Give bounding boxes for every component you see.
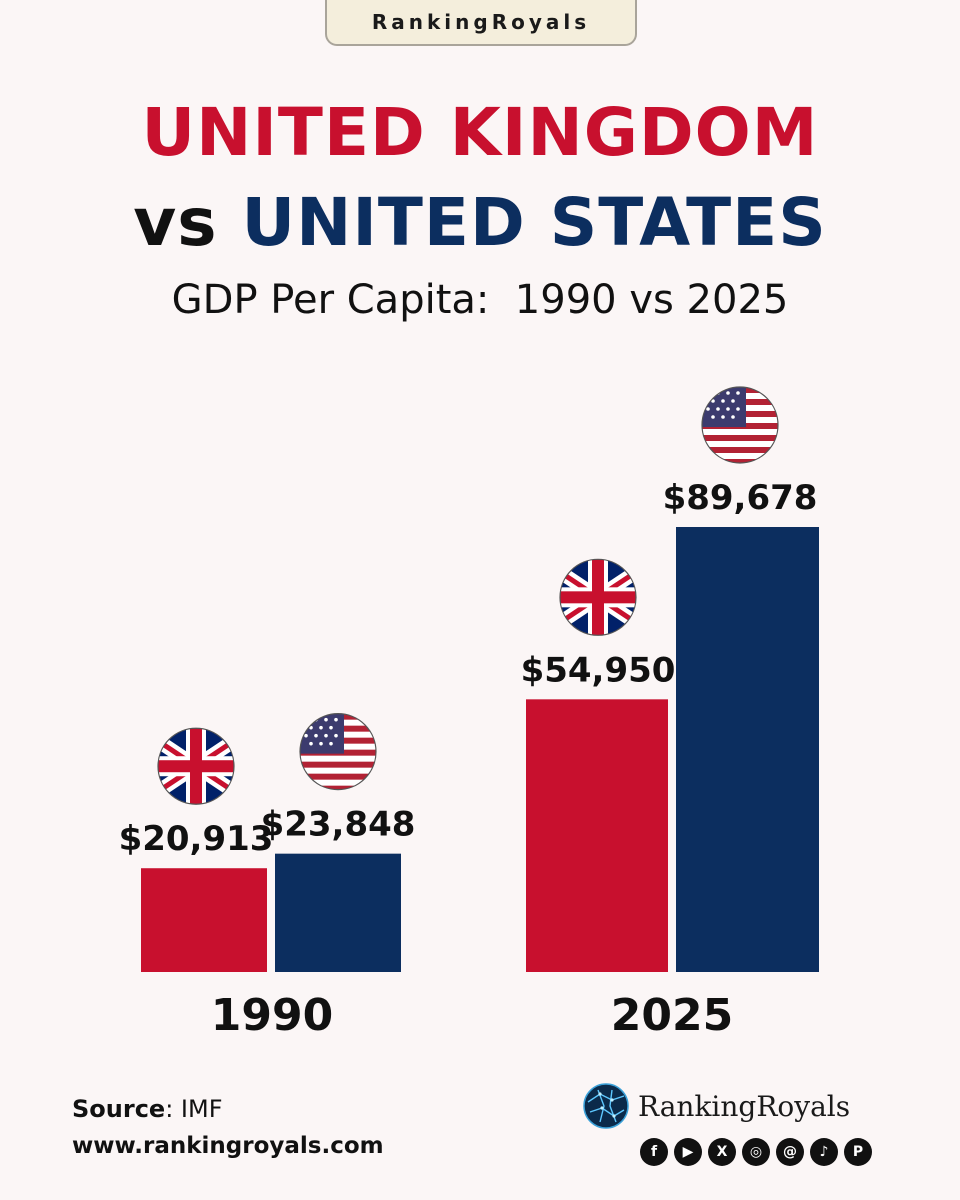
tiktok-icon[interactable]: ♪ — [810, 1138, 838, 1166]
pinterest-icon[interactable]: P — [844, 1138, 872, 1166]
bar-us-2025 — [676, 527, 819, 972]
bar-chart: $20,913$23,848 1990 $54,950 $89,678 2025 — [119, 0, 819, 1041]
data-label-us-1990: $23,848 — [261, 805, 416, 845]
source-note: Source: IMF — [72, 1095, 223, 1123]
us-flag-icon — [700, 385, 780, 465]
data-label-uk-2025: $54,950 — [521, 650, 676, 690]
data-label-uk-1990: $20,913 — [119, 819, 274, 859]
title-country-2: UNITED STATES — [241, 184, 827, 261]
youtube-icon[interactable]: ▶ — [674, 1138, 702, 1166]
title-country-1: UNITED KINGDOM — [141, 94, 819, 171]
title-line-2: vs UNITED STATES — [0, 190, 960, 256]
brand-label: RankingRoyals — [371, 10, 591, 34]
x-tick-1990: 1990 — [211, 990, 333, 1041]
brand-badge: RankingRoyals — [325, 0, 637, 46]
bar-us-1990 — [275, 853, 401, 972]
bar-uk-1990 — [141, 868, 267, 972]
bar-uk-2025 — [526, 699, 668, 972]
x-icon[interactable]: X — [708, 1138, 736, 1166]
source-value: IMF — [180, 1095, 223, 1123]
uk-flag-icon — [136, 726, 256, 806]
data-label-us-2025: $89,678 — [663, 478, 818, 518]
brand-logo: RankingRoyals — [582, 1082, 850, 1130]
social-links: f ▶ X ◎ @ ♪ P — [640, 1138, 872, 1166]
x-tick-2025: 2025 — [611, 990, 733, 1041]
instagram-icon[interactable]: ◎ — [742, 1138, 770, 1166]
facebook-icon[interactable]: f — [640, 1138, 668, 1166]
globe-icon — [583, 1083, 629, 1129]
uk-flag-icon — [538, 557, 658, 637]
title-vs: vs — [133, 184, 218, 261]
source-label: Source — [72, 1095, 166, 1123]
logo-name: RankingRoyals — [638, 1089, 851, 1123]
threads-icon[interactable]: @ — [776, 1138, 804, 1166]
chart-subtitle: GDP Per Capita: 1990 vs 2025 — [171, 277, 789, 323]
website-link[interactable]: www.rankingroyals.com — [72, 1133, 384, 1159]
us-flag-icon — [298, 712, 378, 792]
source-colon: : — [165, 1095, 181, 1123]
